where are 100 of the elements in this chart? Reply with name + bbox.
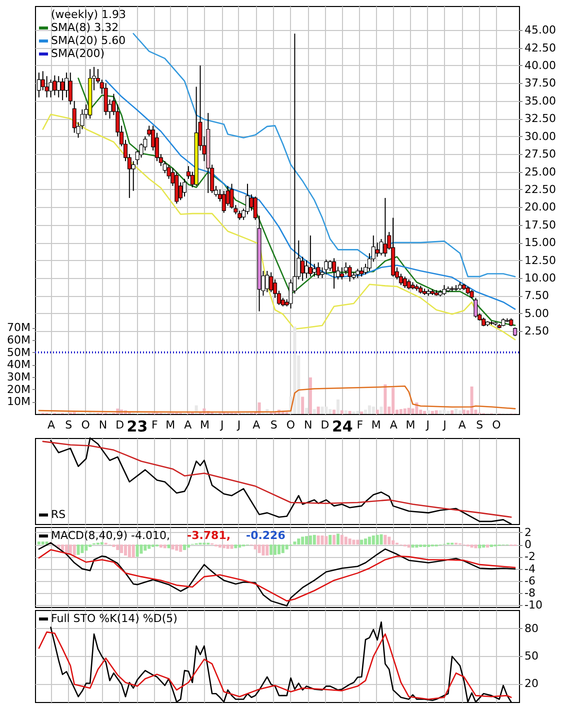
candlestick — [324, 259, 328, 275]
bar — [364, 538, 368, 545]
bar — [434, 410, 438, 414]
bar — [61, 544, 64, 551]
x-tick-label: M — [166, 418, 176, 432]
bar — [316, 406, 320, 414]
bar — [407, 408, 410, 414]
bar — [148, 544, 151, 549]
bar — [100, 542, 104, 545]
bar — [308, 377, 312, 414]
bar — [234, 544, 238, 548]
bar — [72, 544, 76, 556]
bar — [136, 544, 139, 557]
y-tick-label: 27.50 — [524, 148, 556, 161]
y-tick-label: 37.50 — [524, 76, 556, 90]
bar — [305, 536, 308, 545]
bar — [308, 535, 312, 545]
bar — [415, 544, 418, 548]
bar — [360, 540, 364, 545]
bar — [312, 409, 316, 414]
bar — [336, 534, 340, 545]
bar — [403, 408, 406, 414]
bar — [332, 410, 336, 414]
candlestick — [340, 266, 344, 280]
y-tick-label: 2.50 — [524, 324, 549, 338]
y-tick-label: 0 — [524, 538, 532, 552]
bar — [163, 544, 166, 548]
bar — [186, 544, 190, 548]
bar — [175, 544, 178, 551]
bar — [116, 544, 120, 550]
bar — [179, 544, 182, 552]
series-label: Full STO %K(14) %D(5) — [51, 612, 178, 625]
y-tick-label: 17.50 — [524, 218, 556, 232]
bar — [274, 544, 277, 555]
y-tick-label: 25.00 — [524, 165, 556, 178]
bar — [132, 544, 135, 558]
candlestick — [104, 82, 108, 116]
candlestick — [48, 79, 53, 98]
candlestick — [356, 268, 360, 278]
bar — [124, 544, 128, 556]
bar — [84, 544, 88, 551]
y-tick-label: -6 — [524, 574, 536, 588]
bar — [392, 388, 395, 414]
bar — [430, 410, 434, 414]
bar — [426, 410, 430, 414]
x-tick-label: S — [270, 418, 278, 432]
bar — [320, 406, 324, 414]
bar — [486, 544, 490, 548]
legend-label: SMA(8) 3.32 — [51, 21, 119, 34]
bar — [423, 410, 426, 414]
x-tick-label: N — [98, 418, 108, 432]
y-tick-label: -8 — [524, 586, 536, 600]
bar — [68, 544, 72, 554]
candlestick — [222, 190, 226, 214]
x-tick-label: A — [47, 418, 56, 432]
candlestick — [383, 197, 388, 258]
bar — [266, 544, 269, 556]
bar — [226, 544, 230, 549]
bar — [159, 544, 162, 548]
bar — [301, 396, 304, 414]
y-tick-label: 35.00 — [524, 94, 556, 108]
y-tick-label: -4 — [524, 562, 536, 576]
bar — [438, 410, 442, 414]
x-tick-label: O — [286, 418, 296, 432]
candlestick — [474, 297, 478, 318]
candlestick — [332, 258, 336, 290]
candlestick — [52, 74, 57, 96]
bar — [238, 544, 242, 548]
bar — [120, 544, 124, 554]
bar — [344, 536, 348, 545]
x-tick-label: J — [236, 418, 241, 432]
bar — [167, 544, 170, 548]
y-tick-label: 40.00 — [524, 59, 556, 72]
bar — [356, 410, 360, 414]
bar — [340, 410, 344, 414]
x-tick-label: M — [371, 418, 381, 432]
bar — [399, 409, 402, 414]
y2-tick-label: 10M — [7, 395, 30, 408]
bar — [222, 544, 226, 548]
bar — [478, 544, 482, 548]
bar — [305, 408, 308, 414]
bar — [316, 535, 320, 545]
bar — [458, 410, 462, 414]
bar — [372, 535, 375, 545]
x-tick-label: A — [458, 418, 466, 432]
bar — [37, 542, 40, 545]
bar — [407, 544, 410, 548]
bar — [254, 544, 257, 550]
x-tick-label: A — [390, 418, 398, 432]
x-tick-label: N — [304, 418, 312, 432]
bar — [470, 544, 474, 548]
candlestick — [348, 264, 352, 282]
x-tick-label: J — [220, 418, 224, 432]
bar — [352, 540, 356, 545]
x-tick-label: 23 — [126, 418, 148, 436]
candlestick — [56, 76, 61, 98]
legend-label: RS — [51, 508, 66, 521]
bar — [218, 544, 222, 548]
x-tick-label: M — [406, 418, 416, 432]
y2-tick-label: 70M — [7, 321, 30, 334]
